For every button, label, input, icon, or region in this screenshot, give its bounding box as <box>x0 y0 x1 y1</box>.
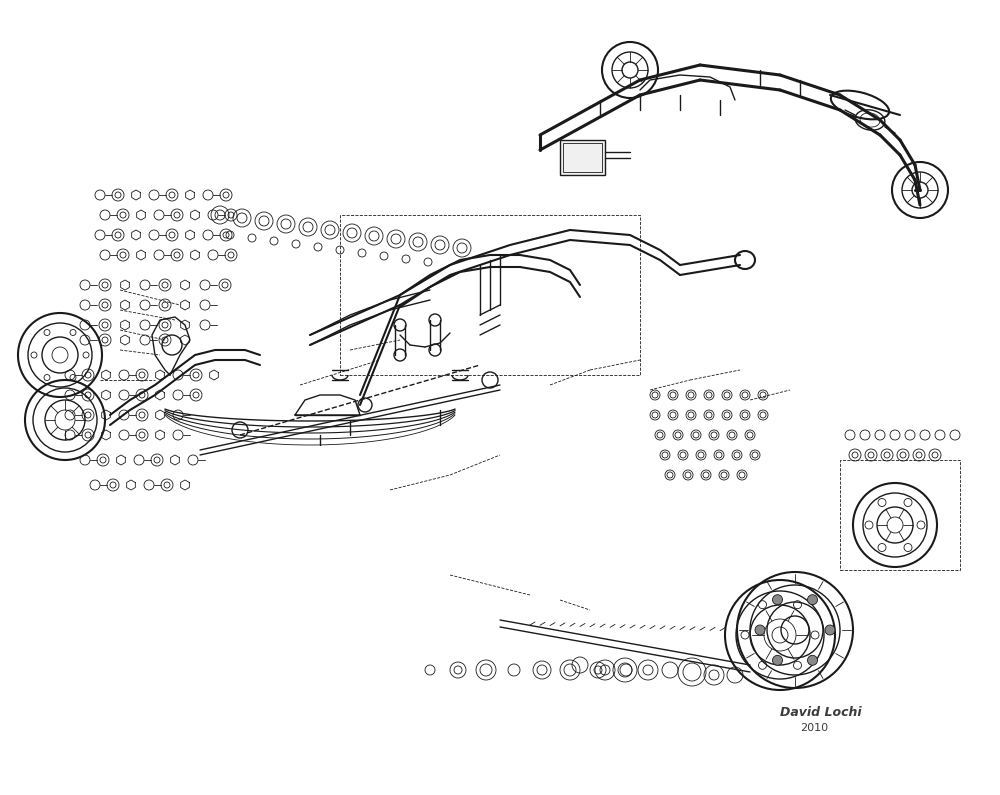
Circle shape <box>808 595 818 605</box>
Circle shape <box>808 655 818 665</box>
Circle shape <box>772 655 782 665</box>
Bar <box>560 140 605 175</box>
Bar <box>840 460 960 570</box>
Text: 2010: 2010 <box>800 723 828 734</box>
Circle shape <box>755 625 765 635</box>
Circle shape <box>772 595 782 605</box>
Text: David Lochi: David Lochi <box>780 707 862 719</box>
Bar <box>563 143 602 172</box>
Bar <box>340 215 640 375</box>
Circle shape <box>825 625 835 635</box>
